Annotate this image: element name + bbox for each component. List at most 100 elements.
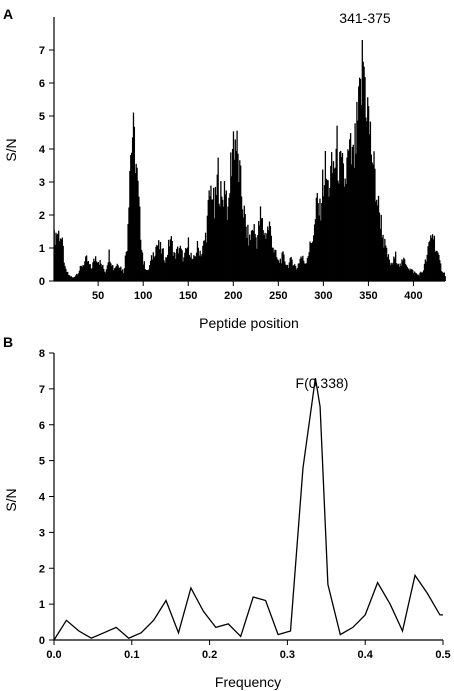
bar bbox=[216, 174, 218, 281]
bar bbox=[218, 203, 220, 281]
bar bbox=[76, 274, 79, 281]
bar bbox=[210, 185, 212, 281]
bar bbox=[390, 262, 392, 281]
bar bbox=[397, 263, 400, 281]
bar bbox=[300, 256, 302, 281]
bar bbox=[144, 269, 146, 281]
bar bbox=[250, 230, 253, 281]
bar bbox=[102, 264, 104, 281]
bar bbox=[116, 263, 118, 281]
bar bbox=[120, 266, 122, 281]
bar bbox=[285, 264, 287, 281]
bar bbox=[357, 120, 359, 281]
bar bbox=[369, 121, 372, 281]
bar bbox=[185, 248, 187, 281]
bar bbox=[77, 273, 80, 281]
bar bbox=[237, 153, 239, 281]
bar bbox=[384, 238, 386, 281]
bar bbox=[423, 263, 426, 281]
bar bbox=[386, 257, 389, 281]
bar bbox=[85, 256, 87, 281]
panel-b-y-tick-label: 8 bbox=[39, 348, 45, 360]
bar bbox=[221, 196, 223, 281]
panel-a-y-tick-label: 7 bbox=[39, 45, 45, 57]
bar bbox=[305, 263, 308, 281]
bar bbox=[275, 250, 277, 281]
panel-b-x-tick-label: 0.3 bbox=[280, 649, 295, 661]
bar bbox=[362, 61, 364, 281]
bar bbox=[424, 259, 427, 281]
bar bbox=[85, 255, 88, 281]
bar bbox=[75, 275, 77, 281]
panel-a-x-tick-label: 50 bbox=[92, 290, 104, 302]
bar bbox=[245, 226, 247, 281]
bar bbox=[428, 242, 430, 281]
bar bbox=[142, 264, 145, 281]
bar bbox=[138, 196, 140, 281]
bar bbox=[132, 112, 135, 281]
bar bbox=[160, 253, 163, 281]
bar bbox=[108, 249, 110, 281]
bar bbox=[230, 152, 232, 281]
bar bbox=[253, 224, 255, 281]
bar bbox=[358, 86, 360, 282]
bar bbox=[339, 151, 341, 281]
bar bbox=[109, 261, 111, 281]
bar bbox=[84, 261, 86, 281]
bar bbox=[410, 269, 412, 281]
bar bbox=[182, 261, 184, 281]
bar bbox=[197, 247, 199, 281]
bar bbox=[62, 245, 64, 281]
bar bbox=[161, 248, 163, 281]
bar bbox=[430, 235, 432, 281]
bar bbox=[276, 259, 279, 281]
bar bbox=[222, 199, 224, 281]
bar bbox=[137, 180, 139, 281]
bar bbox=[164, 262, 166, 281]
panel-a-y-tick-label: 3 bbox=[39, 177, 45, 189]
bar bbox=[244, 213, 246, 281]
bar bbox=[68, 275, 71, 281]
bar bbox=[211, 199, 213, 281]
bar bbox=[340, 157, 343, 281]
bar bbox=[375, 201, 377, 281]
bar bbox=[442, 272, 445, 281]
bar bbox=[289, 257, 291, 281]
bar bbox=[313, 224, 316, 281]
bar bbox=[367, 97, 369, 282]
panel-a-x-tick-label: 200 bbox=[224, 290, 242, 302]
bar bbox=[95, 261, 98, 281]
bar bbox=[234, 139, 236, 281]
bar bbox=[285, 265, 288, 281]
bar bbox=[283, 254, 285, 281]
bar bbox=[361, 40, 363, 281]
bar bbox=[78, 270, 81, 281]
bar bbox=[169, 239, 172, 281]
bar bbox=[219, 206, 221, 281]
bar bbox=[263, 234, 265, 281]
bar bbox=[367, 106, 370, 281]
bar bbox=[112, 264, 114, 281]
bar bbox=[246, 237, 248, 281]
panel-b-y-tick-label: 4 bbox=[39, 492, 46, 504]
bar bbox=[309, 241, 311, 281]
bar bbox=[427, 246, 429, 281]
bar bbox=[205, 242, 208, 281]
panel-a-x-tick-label: 350 bbox=[359, 290, 377, 302]
bar bbox=[408, 270, 410, 281]
bar bbox=[359, 79, 362, 281]
bar bbox=[86, 261, 89, 281]
bar bbox=[258, 225, 261, 281]
bar bbox=[302, 255, 304, 281]
bar bbox=[247, 224, 249, 281]
bar bbox=[346, 157, 348, 281]
bar bbox=[308, 252, 310, 281]
bar bbox=[319, 198, 321, 281]
bar bbox=[422, 272, 424, 281]
bar bbox=[99, 259, 101, 281]
bar bbox=[82, 265, 84, 281]
bar bbox=[407, 268, 409, 281]
bar bbox=[413, 273, 415, 281]
bar bbox=[147, 270, 149, 281]
bar bbox=[340, 150, 342, 281]
